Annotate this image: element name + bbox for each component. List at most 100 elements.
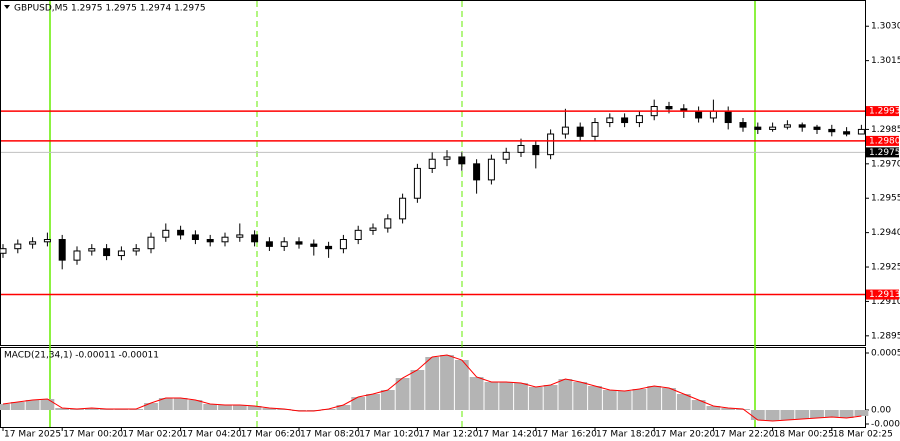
main-frame: [0, 0, 866, 346]
candle-body: [265, 241, 273, 247]
level-box: [866, 135, 899, 146]
candle-body: [769, 126, 777, 130]
macd-bar: [810, 410, 824, 418]
x-tick-label: 17 Mar 06:20: [241, 430, 301, 440]
y-tick-label: 1.2970: [871, 159, 900, 169]
macd-bar: [55, 408, 70, 410]
macd-bar: [854, 410, 869, 416]
macd-bar: [514, 383, 528, 410]
level-label: 1.2913: [869, 290, 900, 300]
candle-body: [251, 234, 259, 243]
candle-body: [413, 167, 421, 199]
macd-bar: [558, 379, 573, 410]
candle-body: [221, 236, 229, 243]
macd-bar: [440, 355, 454, 410]
x-tick-label: 18 Mar 02:25: [833, 430, 893, 440]
macd-bar: [84, 408, 99, 410]
y-tick-label: 1.2955: [871, 194, 900, 204]
macd-bar: [454, 360, 469, 410]
y-tick-label: 1.2940: [871, 228, 900, 238]
candle-body: [369, 227, 377, 231]
candle-body: [117, 250, 125, 257]
macd-bar: [380, 390, 395, 410]
macd-bar: [410, 370, 425, 410]
candle-body: [58, 239, 66, 261]
x-tick-label: 17 Mar 14:20: [478, 430, 538, 440]
macd-bar: [706, 406, 721, 410]
candle-body: [354, 229, 362, 241]
candle-body: [325, 245, 333, 250]
candle-body: [606, 117, 614, 124]
candle-body: [857, 128, 865, 135]
candle-body: [813, 126, 821, 130]
candle-body: [280, 241, 288, 247]
candle-body: [443, 156, 451, 160]
candle-body: [236, 234, 244, 238]
macd-bar: [173, 398, 188, 410]
x-tick-label: 17 Mar 16:20: [537, 430, 597, 440]
candle-body: [0, 248, 7, 254]
macd-bar: [824, 410, 839, 417]
candle-body: [191, 234, 199, 241]
candle-body: [295, 241, 303, 245]
macd-bar: [336, 405, 351, 410]
y-tick-label: 1.3030: [871, 22, 900, 32]
candle-body: [14, 243, 22, 250]
macd-bar: [262, 408, 277, 410]
candle-body: [783, 124, 791, 128]
macd-bar: [232, 405, 247, 410]
macd-signal-line: [2, 354, 862, 422]
macd-bar: [203, 404, 218, 410]
macd-bar: [10, 402, 25, 410]
macd-bar: [573, 382, 588, 410]
macd-bar: [676, 394, 691, 410]
x-tick-label: 17 Mar 18:20: [596, 430, 656, 440]
macd-bar: [395, 378, 410, 410]
macd-bar: [499, 382, 514, 410]
candle-body: [473, 163, 481, 181]
candle-body: [310, 243, 318, 247]
level-label: 1.2993: [869, 107, 900, 117]
y-tick-label: 1.2910: [871, 297, 900, 307]
x-tick-label: 17 Mar 12:20: [418, 430, 478, 440]
candle-body: [665, 105, 673, 110]
y-tick-label: 1.2985: [871, 125, 900, 135]
macd-title: MACD(21,34,1) -0.00011 -0.00011: [4, 351, 159, 361]
macd-bar: [469, 377, 484, 410]
candle-body: [339, 239, 347, 250]
candle-body: [695, 110, 703, 119]
macd-bar: [647, 386, 662, 410]
candle-body: [502, 151, 510, 160]
macd-bar: [617, 391, 632, 410]
macd-bar: [247, 406, 262, 410]
x-tick-label: 17 Mar 00:20: [63, 430, 123, 440]
candle-body: [843, 131, 851, 135]
macd-bar: [780, 410, 795, 420]
candle-body: [458, 156, 466, 165]
macd-bar: [25, 400, 40, 410]
chart-title: GBPUSD,M5 1.2975 1.2975 1.2974 1.2975: [14, 4, 206, 14]
candle-body: [828, 128, 836, 133]
macd-bar: [543, 385, 558, 410]
x-tick-label: 17 Mar 04:20: [182, 430, 242, 440]
macd-bar: [765, 410, 780, 421]
macd-bar: [366, 394, 380, 410]
candle-body: [621, 117, 629, 124]
y-tick-label: -0.00014: [871, 420, 900, 430]
x-tick-label: 18 Mar 00:25: [774, 430, 834, 440]
macd-bar: [839, 410, 854, 418]
macd-bar: [188, 400, 203, 410]
x-tick-label: 17 Mar 20:20: [655, 430, 715, 440]
macd-bar: [795, 410, 810, 419]
candle-body: [103, 248, 111, 257]
y-tick-label: 0.00: [871, 406, 891, 416]
macd-bar: [750, 410, 765, 420]
macd-bar: [602, 390, 617, 410]
candle-body: [591, 122, 599, 137]
candle-body: [132, 248, 140, 252]
macd-bar: [691, 400, 706, 410]
candle-body: [561, 126, 569, 135]
menu-arrow: [4, 5, 10, 9]
x-tick-label: 17 Mar 10:20: [359, 430, 419, 440]
